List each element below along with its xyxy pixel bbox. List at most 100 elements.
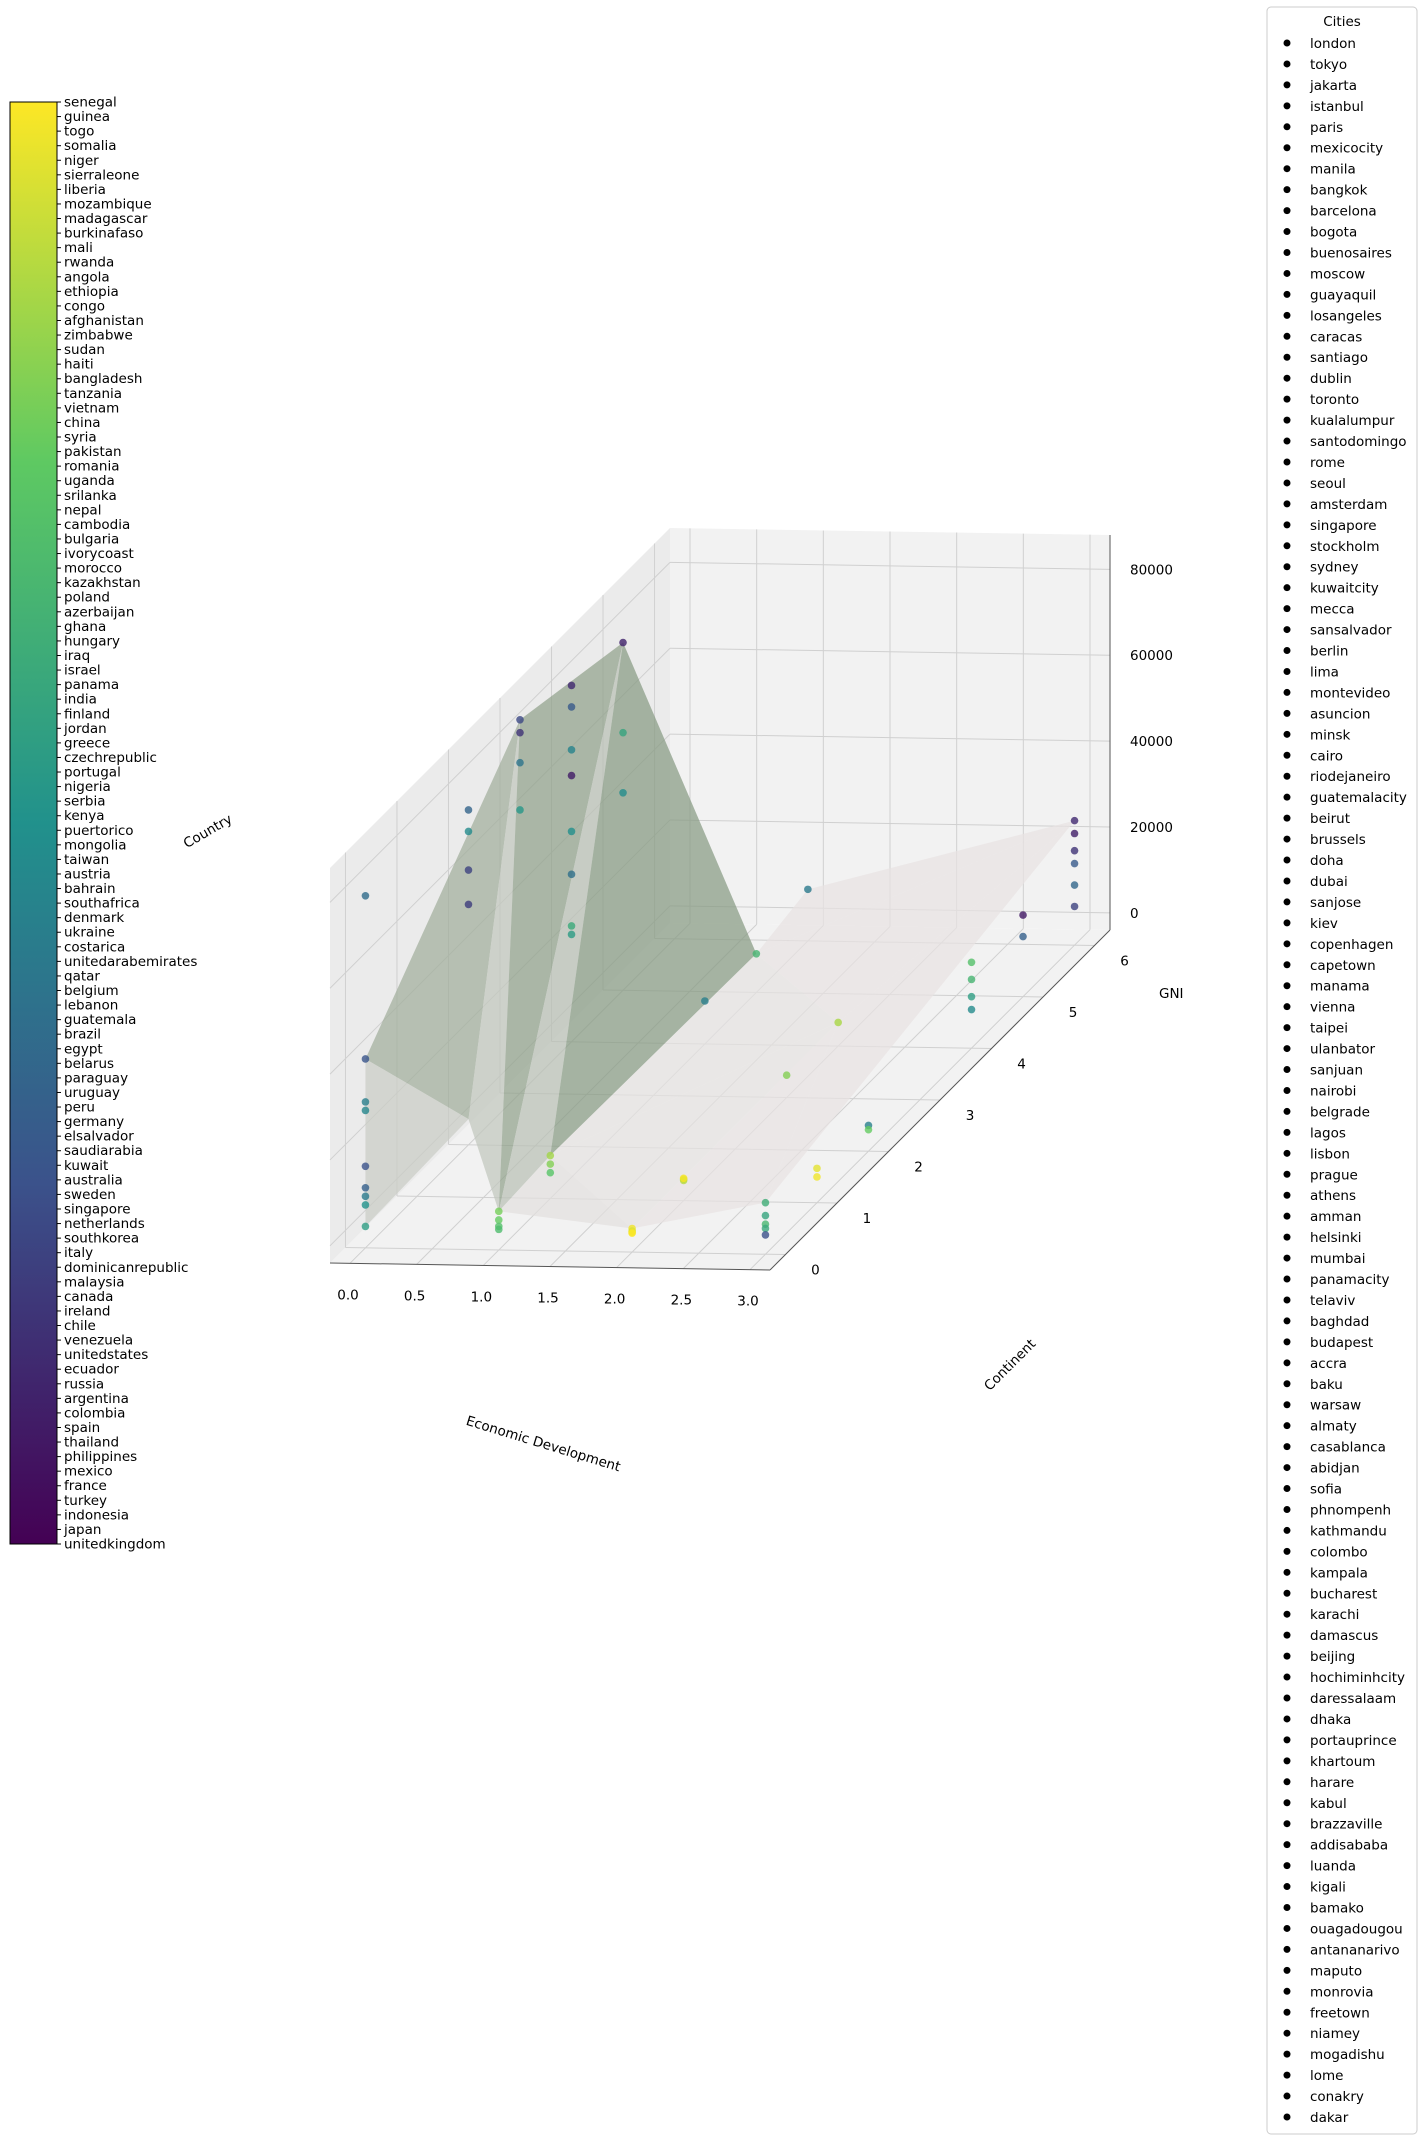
colorbar-tick-label: argentina — [64, 1391, 129, 1407]
legend-entry: sofia — [1310, 1482, 1342, 1498]
legend-entry: singapore — [1310, 518, 1377, 534]
legend-entry: colombo — [1310, 1544, 1368, 1560]
scatter-point — [361, 891, 370, 900]
scatter-point — [361, 1098, 370, 1106]
legend-marker — [1283, 1296, 1291, 1304]
legend-entry: lagos — [1310, 1125, 1346, 1141]
scatter-point — [567, 703, 576, 711]
scatter-point — [567, 771, 576, 780]
surface-face — [365, 719, 520, 1120]
scatter-point — [813, 1173, 821, 1181]
scatter-point — [567, 681, 576, 690]
legend-marker — [1283, 248, 1291, 256]
legend-entry: sanjuan — [1310, 1063, 1363, 1079]
scatter-point — [567, 746, 576, 754]
legend-entry: doha — [1310, 853, 1344, 869]
legend-entry: caracas — [1310, 329, 1362, 345]
legend-entry: athens — [1310, 1188, 1356, 1204]
legend-marker — [1283, 1757, 1291, 1765]
scatter-point — [834, 1018, 842, 1027]
colorbar-tick-label: panama — [64, 677, 119, 693]
scatter-point — [701, 997, 709, 1005]
legend-entry: telaviv — [1310, 1293, 1355, 1309]
legend-entry: guatemalacity — [1310, 790, 1407, 806]
scatter-point — [782, 1071, 791, 1080]
scatter-point — [516, 728, 524, 737]
colorbar-tick-label: liberia — [64, 182, 106, 198]
legend-entry: sansalvador — [1310, 623, 1392, 639]
legend-marker — [1283, 647, 1291, 655]
legend-marker — [1283, 1443, 1291, 1451]
colorbar-tick-label: denmark — [64, 910, 124, 926]
x-axis-label: Economic Development — [464, 1413, 622, 1475]
legend-entry: belgrade — [1310, 1104, 1370, 1120]
x-tick-label: 1.0 — [471, 1289, 492, 1305]
z-gridline-back — [669, 733, 1111, 742]
legend-marker — [1283, 39, 1291, 47]
legend-marker — [1283, 2029, 1291, 2037]
colorbar-tick-label: jordan — [63, 721, 107, 737]
scatter-point — [628, 1229, 636, 1238]
legend-marker — [1283, 1945, 1291, 1953]
legend-marker — [1283, 1673, 1291, 1681]
x-tick-label: 2.0 — [604, 1292, 625, 1308]
legend-entry: dublin — [1310, 371, 1352, 387]
legend-entry: lima — [1310, 664, 1339, 680]
legend-marker — [1283, 1233, 1291, 1241]
legend-marker — [1283, 2008, 1291, 2016]
legend-marker — [1283, 1966, 1291, 1974]
scatter-point — [361, 1106, 370, 1115]
colorbar-tick-label: india — [64, 692, 97, 708]
legend-marker — [1283, 1464, 1291, 1472]
legend-entry: bogota — [1310, 225, 1357, 241]
scatter-point — [361, 1192, 370, 1201]
scatter-point — [464, 806, 473, 814]
x-tick-label: 2.5 — [671, 1293, 692, 1309]
surface-face — [765, 820, 1075, 1203]
legend-marker — [1283, 793, 1291, 801]
legend-marker — [1283, 1170, 1291, 1178]
scatter-point — [494, 1225, 503, 1234]
x-tick-label: 0.0 — [337, 1287, 358, 1303]
colorbar-tick-label: philippines — [64, 1449, 137, 1465]
legend-entry: antananarivo — [1310, 1942, 1400, 1958]
legend-marker — [1283, 563, 1291, 571]
legend-entry: jakarta — [1309, 78, 1357, 94]
legend-marker — [1283, 144, 1291, 152]
scatter-point — [1070, 816, 1079, 825]
legend: Cities london tokyo jakarta istanbul paris me… — [1266, 6, 1418, 2135]
colorbar-tick-label: southkorea — [64, 1231, 139, 1247]
legend-entry: riodejaneiro — [1310, 769, 1391, 785]
colorbar-tick-label: portugal — [64, 765, 121, 781]
scatter-point — [516, 758, 524, 767]
colorbar-tick-label: finland — [64, 706, 110, 722]
colorbar-tick-label: nepal — [64, 502, 101, 518]
legend-marker — [1283, 772, 1291, 780]
colorbar-tick-label: kuwait — [64, 1158, 108, 1174]
scatter-point — [813, 1164, 821, 1173]
colorbar-tick-label: niger — [64, 153, 99, 169]
z-tick-label: 40000 — [1130, 734, 1173, 750]
colorbar-tick-label: kenya — [64, 808, 104, 824]
legend-entry: dakar — [1310, 2110, 1349, 2126]
legend-marker — [1283, 228, 1291, 236]
legend-entry: lisbon — [1310, 1146, 1350, 1162]
legend-entry: bangkok — [1310, 183, 1368, 199]
colorbar-tick-label: ivorycoast — [64, 546, 134, 562]
legend-entry: kathmandu — [1310, 1523, 1387, 1539]
z-gridline-back — [669, 819, 1111, 828]
surface-face — [498, 1155, 633, 1229]
legend-marker — [1283, 751, 1291, 759]
y-tick-label: 4 — [1017, 1056, 1026, 1072]
legend-entry: brussels — [1310, 832, 1366, 848]
legend-entry: budapest — [1310, 1335, 1373, 1351]
scatter-point — [546, 1160, 555, 1168]
colorbar-tick-label: togo — [64, 124, 94, 140]
scatter-point — [761, 1198, 770, 1207]
z-tick-label: 60000 — [1130, 648, 1173, 664]
z-gridline-left — [329, 561, 671, 903]
legend-entry: vienna — [1310, 1000, 1355, 1016]
scatter-point — [546, 1151, 555, 1160]
colorbar-tick-label: japan — [63, 1522, 101, 1538]
scatter-point — [464, 827, 473, 836]
